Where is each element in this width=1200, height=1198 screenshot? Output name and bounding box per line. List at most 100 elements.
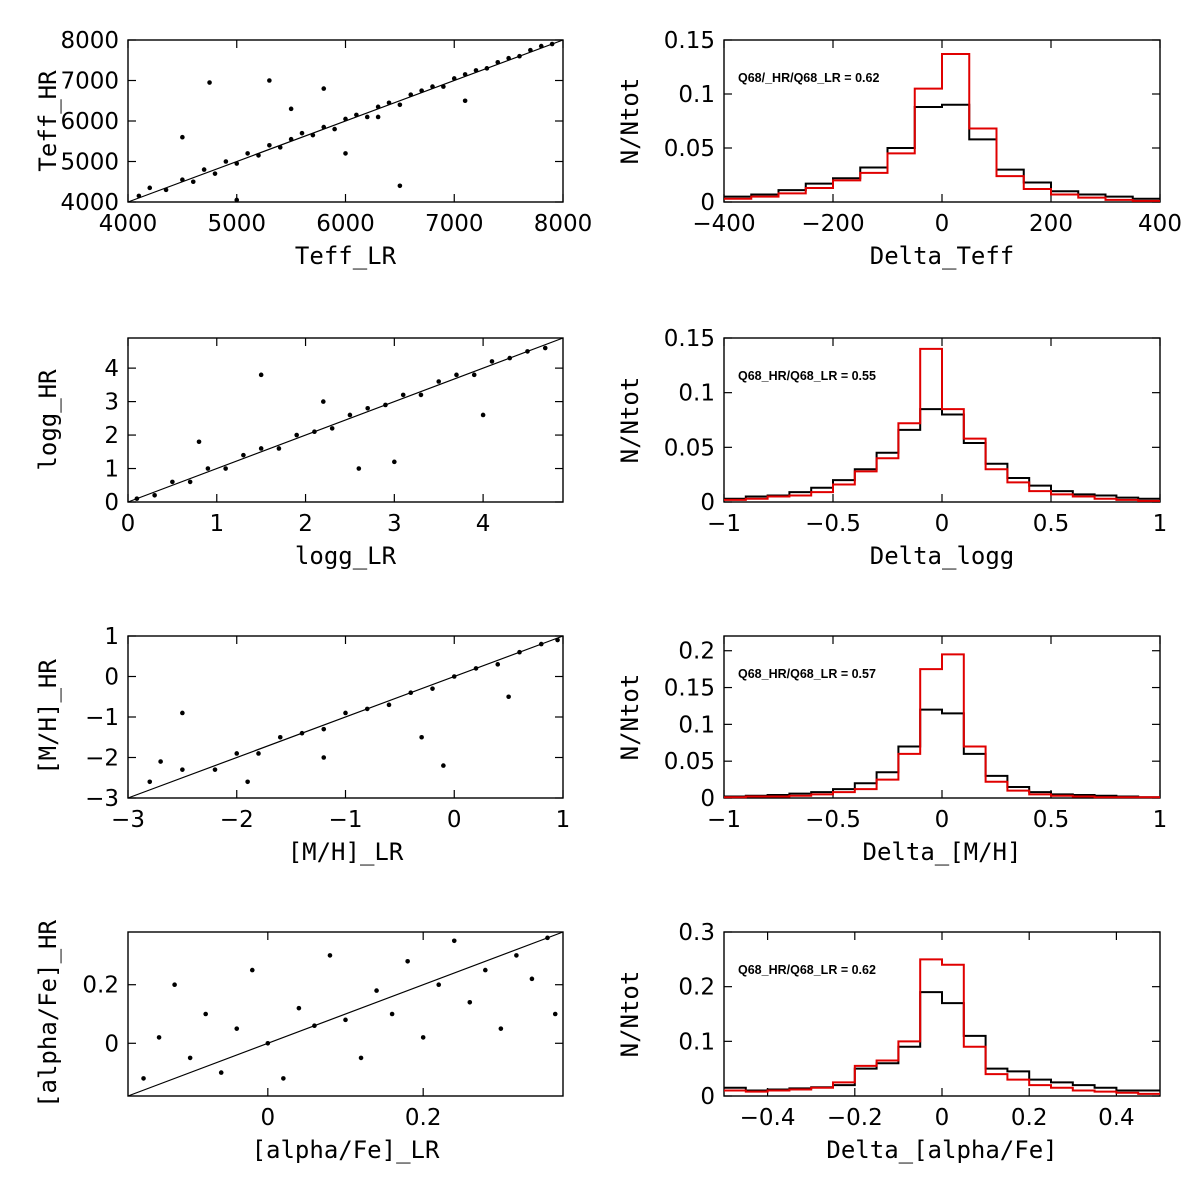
- mh-hist-xtick-label: 0.5: [1033, 807, 1070, 833]
- teff-scatter-point: [386, 100, 392, 106]
- teff-scatter-point: [397, 102, 403, 108]
- alpha-scatter-point: [420, 1035, 426, 1040]
- logg-scatter-point: [400, 392, 406, 398]
- teff-scatter-point: [473, 68, 479, 73]
- teff-scatter-point: [430, 84, 435, 89]
- alpha-scatter-point: [451, 938, 457, 944]
- alpha-scatter-one-to-one-line: [127, 931, 564, 1097]
- teff-scatter-point: [321, 86, 327, 91]
- mh-hist-series-black: [724, 708, 1160, 799]
- mh-scatter-point: [245, 779, 250, 785]
- logg-scatter-point: [329, 426, 335, 431]
- mh-hist-xtick-label: −1: [707, 807, 741, 833]
- teff-scatter-ylabel: Teff_HR: [34, 70, 62, 172]
- alpha-scatter-point: [187, 1055, 193, 1061]
- mh-hist-ytick-label: 0.05: [664, 749, 715, 775]
- teff-scatter-point: [267, 78, 272, 83]
- alpha-scatter-ytick-label: 0: [104, 1031, 119, 1057]
- teff-scatter-point: [234, 197, 240, 203]
- teff-hist-xtick-label: 400: [1138, 211, 1182, 237]
- teff-hist-ytick-label: 0: [700, 190, 715, 216]
- teff-scatter-point: [343, 116, 348, 122]
- teff-hist-ytick-label: 0.1: [678, 82, 715, 108]
- logg-scatter-ytick-label: 3: [104, 390, 119, 416]
- mh-scatter-xtick-label: −3: [111, 807, 145, 833]
- mh-scatter-ytick-label: −2: [85, 746, 119, 772]
- mh-scatter-point: [277, 734, 283, 740]
- logg-scatter-ytick-label: 4: [104, 356, 119, 382]
- mh-scatter-ylabel: [M/H]_HR: [34, 659, 62, 775]
- mh-scatter-point: [299, 730, 305, 736]
- teff-hist-annotation: Q68/_HR/Q68_LR = 0.62: [738, 71, 879, 85]
- logg-scatter-point: [392, 459, 397, 465]
- mh-scatter-one-to-one-line: [127, 635, 564, 799]
- mh-hist-ylabel: N/Ntot: [616, 674, 644, 761]
- logg-scatter-point: [471, 372, 477, 378]
- teff-scatter-xtick-label: 5000: [207, 211, 266, 237]
- alpha-scatter-point: [358, 1055, 364, 1061]
- logg-scatter-point: [365, 405, 370, 411]
- alpha-scatter-point: [545, 935, 550, 941]
- mh-scatter-point: [158, 759, 163, 764]
- mh-scatter-point: [321, 755, 327, 760]
- logg-scatter-point: [436, 379, 442, 384]
- alpha-hist-series-red: [724, 958, 1160, 1095]
- logg-scatter-point: [294, 432, 299, 438]
- alpha-scatter-point: [265, 1040, 271, 1046]
- logg-scatter-xtick-label: 2: [298, 511, 313, 537]
- teff-hist-xtick-label: −200: [801, 211, 864, 237]
- mh-scatter-xtick-label: −2: [220, 807, 254, 833]
- logg-scatter-one-to-one-line: [127, 337, 564, 503]
- mh-hist-annotation: Q68_HR/Q68_LR = 0.57: [738, 667, 876, 681]
- teff-scatter-point: [462, 72, 468, 77]
- teff-scatter-point: [495, 59, 501, 65]
- teff-scatter-point: [549, 41, 555, 47]
- teff-scatter-point: [267, 143, 272, 148]
- logg-scatter-xlabel: logg_LR: [295, 542, 397, 570]
- alpha-hist-xtick-label: −0.4: [740, 1105, 796, 1131]
- mh-scatter-panel: −3 −2 −1 0 1 −3 −2 −1 0 1 [M/H]_LR [M/H]_HR: [34, 624, 570, 866]
- teff-hist-ylabel: N/Ntot: [616, 78, 644, 165]
- logg-scatter-point: [241, 452, 246, 458]
- logg-scatter-point: [542, 345, 548, 351]
- mh-scatter-point: [343, 710, 348, 716]
- mh-scatter-point: [147, 779, 153, 785]
- teff-hist-xtick-label: 200: [1029, 211, 1073, 237]
- logg-scatter-point: [480, 412, 486, 418]
- alpha-scatter-xlabel: [alpha/Fe]_LR: [252, 1136, 440, 1164]
- teff-scatter-point: [288, 136, 294, 142]
- logg-scatter-point: [356, 466, 362, 471]
- teff-scatter-point: [441, 84, 446, 89]
- teff-scatter-point: [136, 193, 142, 199]
- mh-scatter-point: [408, 690, 414, 695]
- logg-hist-xtick-label: −0.5: [805, 511, 861, 537]
- alpha-hist-ytick-label: 0.3: [678, 920, 715, 946]
- mh-scatter-ytick-label: 0: [104, 665, 119, 691]
- logg-scatter-ylabel: logg_HR: [34, 369, 62, 471]
- logg-scatter-frame: [127, 337, 564, 503]
- alpha-hist-xtick-label: −0.2: [827, 1105, 883, 1131]
- teff-scatter-point: [397, 183, 403, 189]
- alpha-scatter-point: [498, 1026, 504, 1031]
- teff-scatter-point: [528, 47, 533, 53]
- logg-scatter-point: [525, 349, 530, 354]
- alpha-scatter-xtick-label: 0: [261, 1105, 276, 1131]
- mh-scatter-point: [419, 734, 424, 740]
- logg-scatter-point: [223, 466, 228, 471]
- logg-scatter-xtick-label: 0: [121, 511, 136, 537]
- teff-scatter-ytick-label: 7000: [60, 69, 119, 95]
- alpha-scatter-point: [249, 967, 255, 973]
- teff-hist-xtick-label: −400: [692, 211, 755, 237]
- teff-scatter-point: [343, 151, 348, 156]
- alpha-scatter-point: [296, 1005, 302, 1011]
- logg-scatter-xtick-label: 1: [209, 511, 224, 537]
- logg-scatter-point: [312, 429, 317, 435]
- alpha-scatter-point: [405, 958, 410, 964]
- teff-scatter-point: [375, 104, 381, 110]
- mh-scatter-point: [386, 702, 392, 708]
- mh-scatter-point: [430, 686, 435, 691]
- mh-scatter-point: [321, 726, 327, 732]
- logg-scatter-point: [196, 439, 202, 445]
- mh-scatter-point: [555, 637, 560, 643]
- mh-scatter-point: [473, 666, 479, 671]
